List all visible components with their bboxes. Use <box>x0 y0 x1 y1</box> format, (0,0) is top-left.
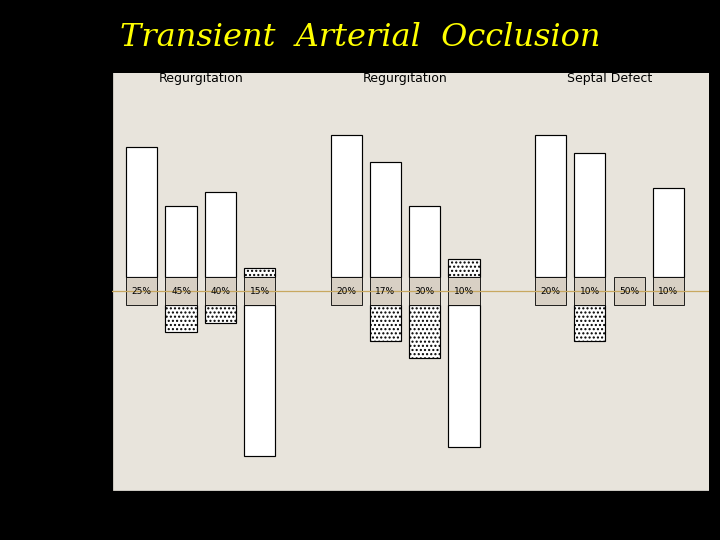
Bar <box>575 153 606 277</box>
Text: 10%: 10% <box>658 287 678 295</box>
Text: 20%: 20% <box>336 287 356 295</box>
Text: ▼: ▼ <box>22 318 43 346</box>
FancyBboxPatch shape <box>244 277 275 305</box>
FancyBboxPatch shape <box>126 277 158 305</box>
Bar <box>204 305 236 323</box>
Text: Aortic
Regurgitation: Aortic Regurgitation <box>158 57 243 85</box>
Text: Transient  Arterial  Occlusion: Transient Arterial Occlusion <box>120 22 600 53</box>
Text: 45%: 45% <box>171 287 191 295</box>
Bar <box>535 135 566 277</box>
Bar <box>409 206 441 277</box>
Text: 20%: 20% <box>541 287 561 295</box>
Bar <box>653 188 684 277</box>
Text: 25%: 25% <box>132 287 152 295</box>
FancyBboxPatch shape <box>330 277 362 305</box>
Text: 17%: 17% <box>375 287 395 295</box>
Text: 40%: 40% <box>210 287 230 295</box>
FancyBboxPatch shape <box>653 277 684 305</box>
Bar <box>166 305 197 332</box>
Bar <box>204 192 236 277</box>
Bar <box>330 135 362 277</box>
Bar <box>449 259 480 277</box>
Text: 10%: 10% <box>580 287 600 295</box>
Text: No
Δ: No Δ <box>60 256 76 278</box>
FancyBboxPatch shape <box>370 277 401 305</box>
FancyBboxPatch shape <box>449 277 480 305</box>
Bar <box>409 305 441 359</box>
FancyBboxPatch shape <box>575 277 606 305</box>
Text: 10%: 10% <box>454 287 474 295</box>
Text: 15%: 15% <box>250 287 270 295</box>
Text: Mitral
Regurgitation: Mitral Regurgitation <box>363 57 448 85</box>
Text: 50%: 50% <box>619 287 639 295</box>
Bar <box>244 305 275 456</box>
Bar <box>449 305 480 447</box>
Text: Observations (%): Observations (%) <box>6 189 19 292</box>
Bar <box>126 147 158 277</box>
Bar <box>370 305 401 341</box>
Bar <box>575 305 606 341</box>
FancyBboxPatch shape <box>204 277 236 305</box>
Bar <box>244 268 275 277</box>
FancyBboxPatch shape <box>535 277 566 305</box>
Text: Ventricular
Septal Defect: Ventricular Septal Defect <box>567 57 652 85</box>
Text: Annals of Internal Medicine. 1986;105:368-370.: Annals of Internal Medicine. 1986;105:36… <box>7 528 222 537</box>
Bar <box>166 206 197 277</box>
FancyBboxPatch shape <box>613 277 644 305</box>
FancyBboxPatch shape <box>409 277 441 305</box>
FancyBboxPatch shape <box>166 277 197 305</box>
Text: ▲: ▲ <box>22 151 43 179</box>
Bar <box>370 161 401 277</box>
Text: 30%: 30% <box>415 287 435 295</box>
